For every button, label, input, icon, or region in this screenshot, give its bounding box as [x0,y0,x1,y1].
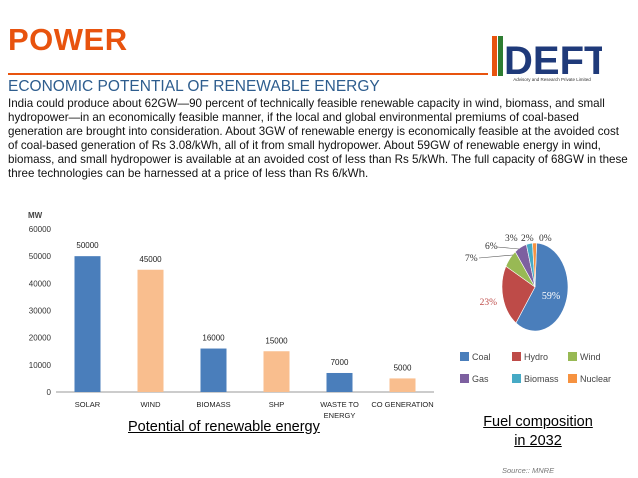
bar [389,378,416,392]
pie-data-label: 3% [505,234,518,244]
legend-label: Coal [472,352,491,362]
y-tick-label: 0 [47,388,52,397]
pie-data-label: 59% [542,291,560,302]
logo-tagline: Advisory and Research Private Limited [513,77,591,82]
x-tick-label: WIND [141,400,162,409]
legend-item: Gas [460,374,489,384]
bar-chart-caption: Potential of renewable energy [128,419,320,435]
bar-data-label: 45000 [139,255,162,264]
body-paragraph: India could produce about 62GW—90 percen… [8,97,628,181]
pie-caption-line1: Fuel composition [483,414,593,430]
pie-extra-label: 0% [539,234,552,244]
legend-swatch [512,352,521,361]
x-tick-label: WASTE TO ENERGY [320,400,359,420]
bar [137,269,164,392]
pie-slice [532,242,537,288]
y-tick-label: 30000 [29,307,52,316]
pie-slice [501,265,536,324]
fuel-composition-pie-chart: 59% 23% 7% 6% 3% 2% 0% [465,234,569,332]
bar-data-label: 16000 [202,334,225,343]
x-tick-label: SHP [269,400,284,409]
bar [200,348,227,392]
x-tick-label: SOLAR [75,400,101,409]
legend-item: Hydro [512,352,548,362]
legend-swatch [460,352,469,361]
pie-slice [515,242,569,332]
legend-label: Gas [472,374,489,384]
bar [263,351,290,392]
bar-data-label: 15000 [265,336,288,345]
bar-data-label: 7000 [331,358,349,367]
legend-item: Coal [460,352,491,362]
renewable-potential-bar-chart: MW 0 10000 20000 30000 40000 50000 60000 50000 SO… [28,211,434,420]
logo-bar-green [498,36,503,76]
pie-data-label: 2% [521,234,534,244]
pie-chart-caption: Fuel composition in 2032 [470,413,606,451]
y-tick-label: 60000 [29,225,52,234]
legend-swatch [568,352,577,361]
title-rule [8,73,488,75]
x-tick-label: BIOMASS [196,400,230,409]
bar [326,372,353,392]
pie-data-label: 6% [485,242,498,252]
legend-swatch [460,374,469,383]
legend-item: Biomass [512,374,559,384]
legend-item: Nuclear [568,374,611,384]
pie-leader-line [478,254,514,259]
x-tick-label: CO GENERATION [371,400,433,409]
pie-data-label: 7% [465,254,478,264]
bar-data-label: 5000 [394,363,412,372]
y-tick-label: 20000 [29,334,52,343]
y-tick-label: 10000 [29,361,52,370]
bar-data-label: 50000 [76,241,99,250]
legend-label: Wind [580,352,601,362]
pie-data-label: 23% [480,298,498,308]
legend-label: Nuclear [580,374,612,384]
bar [74,256,101,392]
legend-swatch [568,374,577,383]
pie-caption-line2: in 2032 [514,433,562,449]
section-subtitle: ECONOMIC POTENTIAL OF RENEWABLE ENERGY [8,78,380,95]
legend-item: Wind [568,352,601,362]
legend-label: Hydro [524,352,549,362]
logo-wordmark: DEFT [504,39,602,83]
legend-swatch [512,374,521,383]
pie-leader-line [496,246,520,250]
y-tick-label: 50000 [29,252,52,261]
source-note: Source:: MNRE [502,466,555,475]
y-axis-label: MW [28,211,43,220]
deft-logo: DEFT [492,36,602,83]
logo-bar-orange [492,36,497,76]
y-tick-label: 40000 [29,279,52,288]
page-title: POWER [8,22,128,57]
legend-label: Biomass [524,374,559,384]
